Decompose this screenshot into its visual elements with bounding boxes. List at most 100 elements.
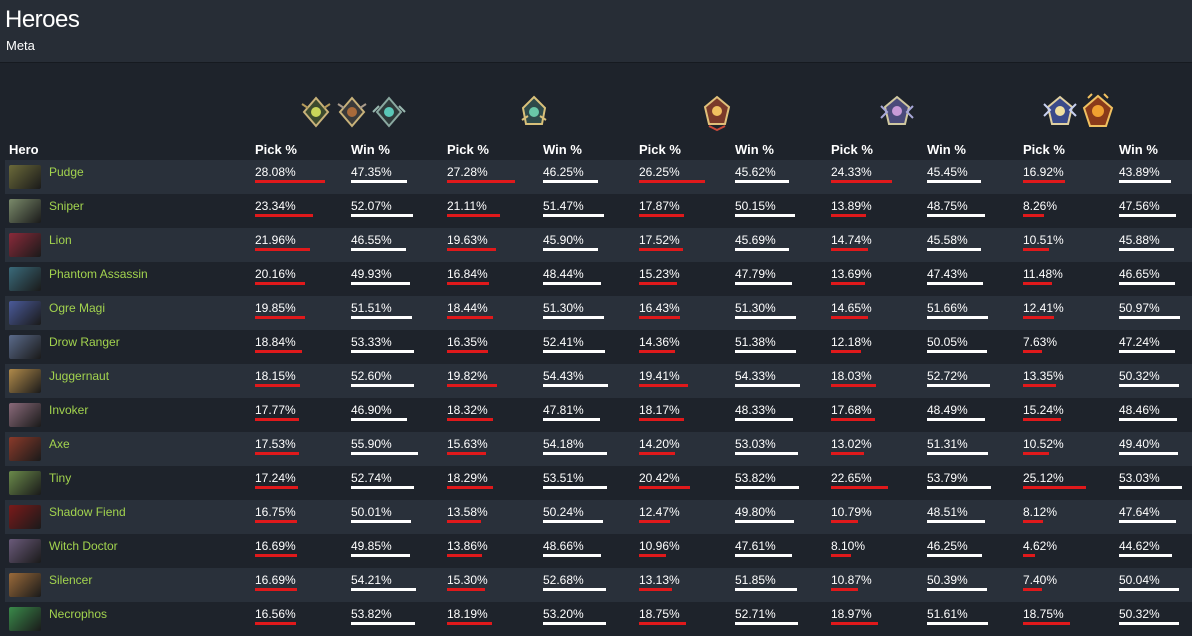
win-rate-cell: 53.33% xyxy=(351,330,447,364)
column-header-pick-3[interactable]: Pick % xyxy=(831,138,927,160)
pick-rate-value: 15.63% xyxy=(447,437,488,451)
hero-avatar[interactable] xyxy=(9,505,41,529)
table-row[interactable]: Necrophos 16.56% 53.82% 18.19% 53.20% 18.75% 5… xyxy=(5,602,1192,636)
column-header-pick-4[interactable]: Pick % xyxy=(1023,138,1119,160)
hero-name-link[interactable]: Shadow Fiend xyxy=(49,505,126,519)
hero-name-link[interactable]: Invoker xyxy=(49,403,89,417)
hero-name-link[interactable]: Drow Ranger xyxy=(49,335,120,349)
table-row[interactable]: Tiny 17.24% 52.74% 18.29% 53.51% 20.42% 53.82%… xyxy=(5,466,1192,500)
win-rate-bar xyxy=(351,486,414,489)
table-row[interactable]: Lion 21.96% 46.55% 19.63% 45.90% 17.52% 45.69%… xyxy=(5,228,1192,262)
pick-rate-value: 12.47% xyxy=(639,505,680,519)
hero-avatar[interactable] xyxy=(9,267,41,291)
column-header-win-2[interactable]: Win % xyxy=(735,138,831,160)
win-rate-value: 52.74% xyxy=(351,471,392,485)
pick-rate-bar xyxy=(255,588,297,591)
column-header-win-0[interactable]: Win % xyxy=(351,138,447,160)
win-rate-bar xyxy=(351,418,407,421)
win-rate-value: 53.03% xyxy=(735,437,776,451)
column-header-pick-1[interactable]: Pick % xyxy=(447,138,543,160)
hero-cell: Shadow Fiend xyxy=(5,500,255,534)
win-rate-cell: 54.33% xyxy=(735,364,831,398)
hero-avatar[interactable] xyxy=(9,165,41,189)
table-row[interactable]: Ogre Magi 19.85% 51.51% 18.44% 51.30% 16.43% 5… xyxy=(5,296,1192,330)
column-header-pick-2[interactable]: Pick % xyxy=(639,138,735,160)
win-rate-cell: 51.51% xyxy=(351,296,447,330)
win-rate-bar xyxy=(1119,520,1176,523)
column-header-win-3[interactable]: Win % xyxy=(927,138,1023,160)
hero-avatar[interactable] xyxy=(9,437,41,461)
hero-name-link[interactable]: Silencer xyxy=(49,573,93,587)
hero-name-link[interactable]: Sniper xyxy=(49,199,84,213)
table-row[interactable]: Silencer 16.69% 54.21% 15.30% 52.68% 13.13% 51… xyxy=(5,568,1192,602)
pick-rate-bar xyxy=(447,486,493,489)
hero-avatar[interactable] xyxy=(9,471,41,495)
hero-avatar[interactable] xyxy=(9,403,41,427)
win-rate-cell: 47.56% xyxy=(1119,194,1192,228)
pick-rate-value: 21.96% xyxy=(255,233,296,247)
pick-rate-cell: 14.36% xyxy=(639,330,735,364)
pick-rate-bar xyxy=(1023,350,1043,353)
hero-name-link[interactable]: Lion xyxy=(49,233,72,247)
pick-rate-cell: 17.77% xyxy=(255,398,351,432)
pick-rate-bar xyxy=(1023,384,1057,387)
win-rate-value: 46.90% xyxy=(351,403,392,417)
hero-name-link[interactable]: Ogre Magi xyxy=(49,301,106,315)
win-rate-cell: 51.47% xyxy=(543,194,639,228)
hero-name-link[interactable]: Axe xyxy=(49,437,70,451)
hero-name-link[interactable]: Phantom Assassin xyxy=(49,267,148,281)
hero-avatar[interactable] xyxy=(9,301,41,325)
win-rate-bar xyxy=(351,214,413,217)
table-row[interactable]: Sniper 23.34% 52.07% 21.11% 51.47% 17.87% 50.1… xyxy=(5,194,1192,228)
win-rate-cell: 53.82% xyxy=(735,466,831,500)
hero-avatar[interactable] xyxy=(9,233,41,257)
hero-name-link[interactable]: Pudge xyxy=(49,165,84,179)
pick-rate-bar xyxy=(831,350,862,353)
pick-rate-cell: 20.16% xyxy=(255,262,351,296)
hero-avatar[interactable] xyxy=(9,335,41,359)
pick-rate-bar xyxy=(831,418,876,421)
hero-name-link[interactable]: Necrophos xyxy=(49,607,108,621)
pick-rate-value: 18.75% xyxy=(639,607,680,621)
pick-rate-value: 17.68% xyxy=(831,403,872,417)
win-rate-cell: 45.62% xyxy=(735,160,831,194)
table-row[interactable]: Juggernaut 18.15% 52.60% 19.82% 54.43% 19.41%… xyxy=(5,364,1192,398)
win-rate-bar xyxy=(927,248,982,251)
table-row[interactable]: Invoker 17.77% 46.90% 18.32% 47.81% 18.17% 48.… xyxy=(5,398,1192,432)
win-rate-bar xyxy=(927,316,989,319)
column-header-hero[interactable]: Hero xyxy=(5,138,255,160)
table-row[interactable]: Drow Ranger 18.84% 53.33% 16.35% 52.41% 14.36… xyxy=(5,330,1192,364)
table-row[interactable]: Axe 17.53% 55.90% 15.63% 54.18% 14.20% 53.03% 1… xyxy=(5,432,1192,466)
column-header-win-1[interactable]: Win % xyxy=(543,138,639,160)
hero-avatar[interactable] xyxy=(9,369,41,393)
hero-avatar[interactable] xyxy=(9,573,41,597)
pick-rate-bar xyxy=(831,486,888,489)
table-row[interactable]: Phantom Assassin 20.16% 49.93% 16.84% 48.44%… xyxy=(5,262,1192,296)
column-header-win-4[interactable]: Win % xyxy=(1119,138,1192,160)
pick-rate-value: 19.85% xyxy=(255,301,296,315)
win-rate-cell: 50.15% xyxy=(735,194,831,228)
pick-rate-cell: 18.97% xyxy=(831,602,927,636)
win-rate-cell: 46.65% xyxy=(1119,262,1192,296)
table-row[interactable]: Shadow Fiend 16.75% 50.01% 13.58% 50.24% 12.4… xyxy=(5,500,1192,534)
win-rate-cell: 54.18% xyxy=(543,432,639,466)
hero-avatar[interactable] xyxy=(9,199,41,223)
pick-rate-cell: 19.41% xyxy=(639,364,735,398)
pick-rate-bar xyxy=(255,214,314,217)
win-rate-cell: 48.44% xyxy=(543,262,639,296)
column-header-pick-0[interactable]: Pick % xyxy=(255,138,351,160)
pick-rate-bar xyxy=(1023,180,1066,183)
pick-rate-bar xyxy=(1023,622,1070,625)
hero-avatar[interactable] xyxy=(9,607,41,631)
hero-name-link[interactable]: Tiny xyxy=(49,471,72,485)
table-row[interactable]: Witch Doctor 16.69% 49.85% 13.86% 48.66% 10.9… xyxy=(5,534,1192,568)
win-rate-bar xyxy=(543,554,601,557)
hero-name-link[interactable]: Witch Doctor xyxy=(49,539,118,553)
pick-rate-cell: 15.24% xyxy=(1023,398,1119,432)
hero-avatar[interactable] xyxy=(9,539,41,563)
table-row[interactable]: Pudge 28.08% 47.35% 27.28% 46.25% 26.25% 45.62… xyxy=(5,160,1192,194)
hero-name-link[interactable]: Juggernaut xyxy=(49,369,110,383)
pick-rate-bar xyxy=(255,554,297,557)
pick-rate-cell: 10.87% xyxy=(831,568,927,602)
pick-rate-bar xyxy=(639,622,686,625)
